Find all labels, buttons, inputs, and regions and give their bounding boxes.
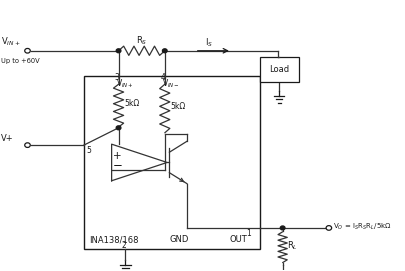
Circle shape: [116, 126, 121, 130]
Text: OUT: OUT: [230, 235, 247, 244]
Text: R$_S$: R$_S$: [136, 35, 147, 47]
Text: 5kΩ: 5kΩ: [171, 102, 186, 111]
Text: V$_{IN+}$: V$_{IN+}$: [116, 78, 134, 90]
Text: V$_{IN-}$: V$_{IN-}$: [162, 78, 180, 90]
Bar: [84, 76, 260, 249]
Circle shape: [162, 49, 167, 53]
Text: V$_{IN+}$: V$_{IN+}$: [1, 36, 20, 49]
Text: 2: 2: [122, 241, 126, 250]
Text: 5: 5: [86, 146, 91, 155]
Text: 3: 3: [115, 73, 119, 82]
Text: Load: Load: [269, 64, 289, 73]
Circle shape: [25, 143, 30, 147]
Text: 4: 4: [161, 73, 166, 82]
Circle shape: [116, 49, 121, 53]
Bar: [260, 57, 299, 82]
Text: R$_L$: R$_L$: [287, 240, 298, 253]
Text: −: −: [113, 159, 123, 172]
Text: INA138/168: INA138/168: [90, 235, 139, 244]
Text: I$_S$: I$_S$: [205, 36, 213, 49]
Text: 1: 1: [247, 230, 252, 238]
Circle shape: [326, 226, 332, 230]
Text: V$_O$ = I$_S$R$_S$R$_L$/5kΩ: V$_O$ = I$_S$R$_S$R$_L$/5kΩ: [333, 222, 392, 232]
Text: 5kΩ: 5kΩ: [125, 99, 140, 108]
Text: Up to +60V: Up to +60V: [1, 58, 39, 64]
Text: V+: V+: [1, 134, 13, 143]
Text: GND: GND: [169, 235, 189, 244]
Text: +: +: [113, 151, 122, 161]
Circle shape: [25, 49, 30, 53]
Circle shape: [280, 226, 285, 230]
